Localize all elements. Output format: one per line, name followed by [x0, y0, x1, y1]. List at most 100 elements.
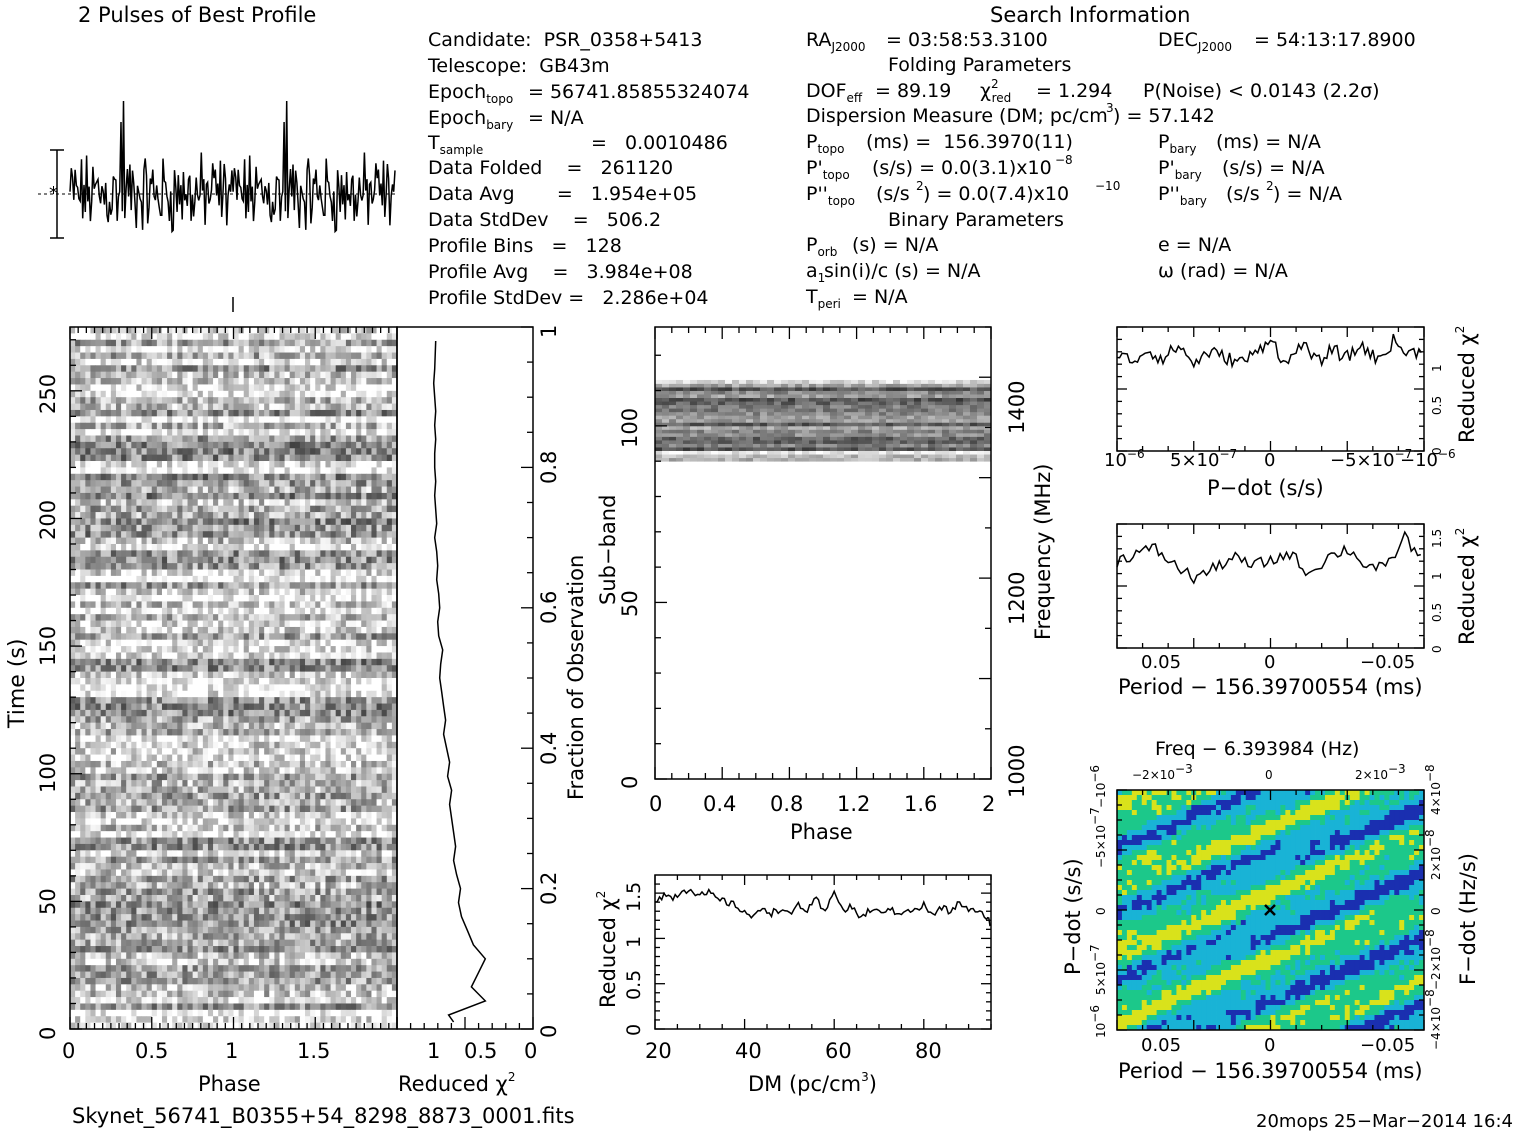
tp-cell	[192, 703, 199, 711]
tp-cell	[289, 678, 296, 685]
tp-cell	[294, 435, 301, 443]
tp-cell	[238, 620, 245, 628]
tp-cell	[182, 537, 188, 545]
tp-cell	[75, 486, 81, 494]
tp-cell	[243, 448, 250, 456]
tp-cell	[177, 760, 183, 768]
tp-cell	[70, 729, 76, 736]
tp-cell	[161, 760, 168, 768]
tp-cell	[345, 678, 352, 685]
tp-cell	[376, 505, 383, 513]
tp-cell	[381, 652, 388, 660]
tp-cell	[182, 518, 188, 526]
tp-cell	[335, 805, 342, 813]
tp-cell	[136, 735, 142, 743]
tp-cell	[351, 524, 357, 532]
tp-cell	[243, 563, 250, 570]
tp-cell	[126, 575, 132, 583]
tp-cell	[279, 378, 285, 385]
tp-cell	[299, 371, 306, 379]
tp-cell	[381, 416, 388, 424]
tp-cell	[381, 550, 388, 558]
tp-cell	[294, 780, 301, 787]
tp-cell	[80, 741, 86, 749]
tp-cell	[110, 397, 117, 404]
tp-cell	[70, 543, 76, 551]
tp-cell	[361, 492, 367, 500]
tp-cell	[376, 799, 383, 807]
tp-cell	[75, 569, 81, 577]
tp-cell	[325, 346, 331, 353]
tp-cell	[386, 792, 393, 800]
tp-cell	[274, 378, 280, 385]
tp-cell	[213, 569, 219, 577]
tp-cell	[192, 339, 199, 347]
tp-cell	[202, 767, 209, 775]
tp-cell	[361, 620, 367, 628]
tp-cell	[310, 537, 316, 545]
tp-cell	[325, 518, 331, 526]
tp-cell	[391, 626, 398, 634]
tp-cell	[167, 671, 173, 679]
tp-cell	[253, 709, 260, 717]
tp-cell	[70, 735, 76, 743]
tp-cell	[167, 365, 173, 373]
p-topo-value: (ms) = 156.3970(11)	[866, 131, 1073, 153]
tp-cell	[192, 697, 199, 704]
tp-cell	[136, 486, 142, 494]
tp-cell	[75, 748, 81, 755]
tp-cell	[279, 760, 285, 768]
tp-cell	[351, 441, 357, 449]
tp-cell	[228, 652, 234, 660]
tp-cell	[381, 403, 388, 411]
tp-cell	[121, 422, 127, 430]
tp-cell	[294, 422, 301, 430]
tp-cell	[187, 467, 194, 475]
tp-cell	[289, 614, 296, 621]
tp-cell	[305, 505, 311, 513]
tp-cell	[182, 563, 188, 570]
tp-cell	[386, 563, 393, 570]
tp-cell	[248, 352, 255, 360]
tp-cell	[110, 327, 117, 334]
tp-cell	[366, 569, 372, 577]
tp-cell	[315, 786, 321, 794]
tp-cell	[70, 454, 76, 462]
tp-cell	[264, 780, 270, 787]
tp-cell	[177, 722, 183, 730]
tp-cell	[177, 505, 183, 513]
tp-cell	[386, 384, 393, 392]
tp-cell	[284, 486, 291, 494]
tp-cell	[202, 646, 209, 653]
tp-cell	[172, 409, 178, 417]
tp-cell	[218, 563, 224, 570]
tp-cell	[248, 365, 255, 373]
tp-cell	[320, 531, 326, 538]
tp-cell	[90, 735, 96, 743]
tp-cell	[187, 397, 194, 404]
tp-cell	[320, 333, 326, 341]
tp-cell	[305, 722, 311, 730]
tp-cell	[391, 333, 398, 341]
tp-cell	[131, 684, 137, 692]
tp-cell	[274, 352, 280, 360]
tp-cell	[85, 384, 91, 392]
tp-cell	[269, 543, 275, 551]
tp-cell	[345, 716, 352, 724]
tp-cell	[238, 614, 245, 621]
tp-cell	[371, 537, 377, 545]
tp-cell	[90, 473, 96, 481]
tp-cell	[192, 492, 199, 500]
tp-cell	[70, 678, 76, 685]
tp-cell	[371, 346, 377, 353]
tp-cell	[156, 454, 163, 462]
tp-cell	[340, 729, 347, 736]
tp-cell	[356, 371, 362, 379]
tp-cell	[70, 690, 76, 698]
tp-cell	[335, 365, 342, 373]
tp-cell	[269, 467, 275, 475]
tp-cell	[90, 741, 96, 749]
tp-cell	[90, 461, 96, 468]
tp-cell	[289, 639, 296, 647]
tp-cell	[192, 467, 199, 475]
